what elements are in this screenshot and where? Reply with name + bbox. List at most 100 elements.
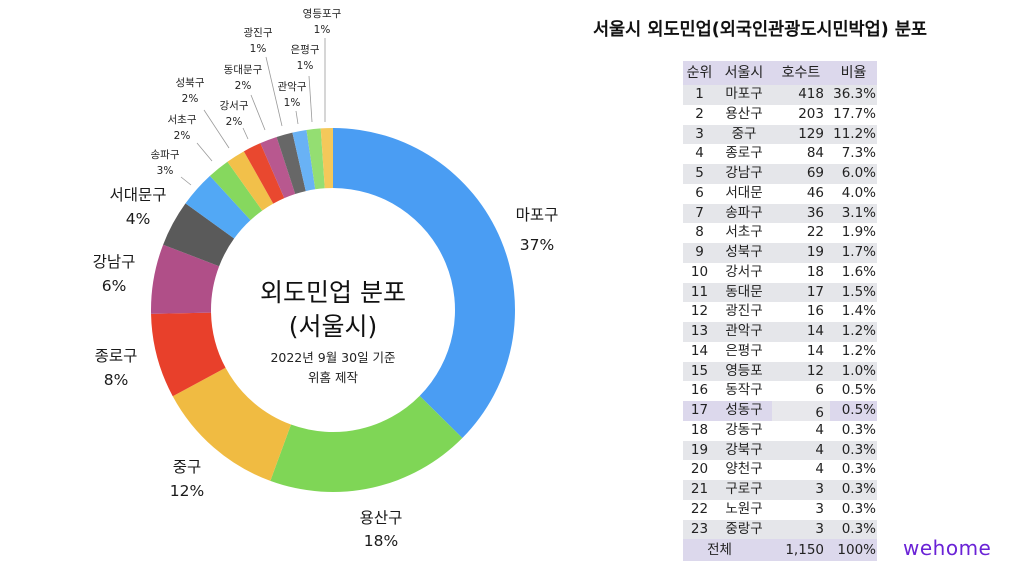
label-yeongdeungpo: 영등포구 1% — [287, 6, 357, 38]
cell-count: 16 — [806, 303, 824, 320]
label-name: 마포구 — [515, 206, 559, 224]
cell-district: 서초구 — [725, 224, 763, 241]
leader-line-songpa — [180, 176, 192, 186]
total-ratio: 100% — [837, 542, 876, 559]
label-seocho: 서초구 2% — [147, 112, 217, 144]
cell-count: 3 — [815, 520, 824, 537]
table-row: 11 동대문 17 1.5% — [683, 282, 877, 303]
label-pct: 1% — [249, 43, 267, 55]
leader-line-eunpyeong — [308, 75, 313, 123]
donut-center-text: 외도민업 분포 (서울시) 2022년 9월 30일 기준 위홈 제작 — [213, 276, 453, 388]
cell-count: 14 — [806, 342, 824, 359]
cell-ratio: 36.3% — [833, 86, 876, 102]
donut-slice — [209, 161, 263, 221]
cell-count: 129 — [798, 125, 824, 142]
cell-count: 18 — [806, 263, 824, 280]
label-pct: 18% — [363, 532, 399, 550]
cell-rank: 18 — [690, 421, 709, 438]
cell-ratio: 17.7% — [833, 105, 876, 122]
table-body: 1 마포구 418 36.3% 2 용산구 203 17.7% 3 중구 129… — [683, 85, 877, 540]
cell-ratio: 1.7% — [841, 244, 876, 260]
cell-ratio: 4.0% — [841, 184, 876, 201]
label-gangseo: 강서구 2% — [199, 98, 269, 130]
cell-ratio: 0.3% — [841, 461, 876, 478]
cell-district: 동대문 — [725, 283, 763, 300]
cell-district: 종로구 — [725, 145, 763, 162]
label-pct: 37% — [519, 236, 555, 254]
label-pct: 12% — [169, 482, 205, 500]
cell-rank: 8 — [695, 224, 704, 241]
cell-ratio: 0.3% — [841, 520, 876, 537]
label-name: 은평구 — [290, 44, 320, 56]
cell-ratio: 1.5% — [841, 283, 876, 300]
cell-district: 강동구 — [725, 421, 763, 438]
cell-ratio: 0.5% — [841, 382, 876, 399]
leader-line-seocho — [196, 142, 213, 162]
cell-ratio: 3.1% — [841, 204, 876, 221]
donut-slice — [151, 244, 220, 314]
table-row: 12 광진구 16 1.4% — [683, 302, 877, 322]
donut-slice — [172, 367, 291, 481]
cell-rank: 5 — [695, 165, 704, 181]
label-jongno: 종로구 8% — [66, 344, 166, 392]
label-gangnam: 강남구 6% — [64, 250, 164, 298]
table-row: 14 은평구 14 1.2% — [683, 342, 877, 362]
label-pct: 3% — [156, 165, 174, 177]
table-row: 19 강북구 4 0.3% — [683, 440, 877, 461]
center-maker: 위홈 제작 — [308, 370, 358, 385]
cell-rank: 4 — [695, 145, 704, 162]
label-name: 송파구 — [150, 149, 180, 161]
cell-count: 17 — [806, 283, 824, 300]
table-total-row: 전체 1,150 100% — [683, 539, 877, 562]
table-row: 8 서초구 22 1.9% — [683, 223, 877, 243]
cell-district: 강남구 — [725, 165, 763, 181]
cell-rank: 1 — [695, 86, 704, 102]
cell-district: 영등포 — [725, 362, 763, 379]
donut-slice — [306, 128, 325, 190]
cell-ratio: 1.2% — [841, 342, 876, 359]
cell-count: 69 — [806, 165, 824, 181]
cell-ratio: 0.3% — [841, 421, 876, 438]
cell-rank: 17 — [690, 402, 709, 418]
cell-rank: 10 — [690, 263, 709, 280]
cell-district: 송파구 — [725, 204, 763, 221]
cell-rank: 12 — [690, 303, 709, 320]
total-label: 전체 — [707, 542, 732, 559]
table-row: 10 강서구 18 1.6% — [683, 263, 877, 283]
label-pct: 6% — [101, 277, 127, 295]
cell-district: 서대문 — [725, 184, 763, 201]
cell-district: 성동구 — [725, 402, 763, 418]
table-row: 17 성동구 6 0.5% — [683, 401, 877, 421]
header-rank: 순위 — [686, 65, 713, 81]
label-name: 광진구 — [243, 27, 273, 39]
label-eunpyeong: 은평구 1% — [270, 42, 340, 74]
total-count: 1,150 — [785, 542, 824, 559]
cell-count: 418 — [798, 86, 824, 102]
table-row: 23 중랑구 3 0.3% — [683, 519, 877, 540]
cell-district: 중랑구 — [725, 520, 763, 537]
cell-district: 동작구 — [725, 382, 763, 399]
label-name: 강남구 — [92, 253, 136, 271]
cell-rank: 9 — [695, 244, 704, 260]
label-name: 동대문구 — [223, 64, 263, 76]
label-pct: 4% — [125, 210, 151, 228]
table-row: 16 동작구 6 0.5% — [683, 381, 877, 401]
donut-slice — [260, 136, 296, 199]
cell-count: 3 — [815, 500, 824, 517]
donut-slice — [320, 128, 333, 189]
table-row: 15 영등포 12 1.0% — [683, 361, 877, 382]
leader-lines — [180, 38, 326, 186]
cell-rank: 20 — [690, 461, 709, 478]
leader-line-seongbuk — [203, 109, 230, 149]
table-row: 21 구로구 3 0.3% — [683, 480, 877, 500]
center-title-line1: 외도민업 분포 — [260, 278, 406, 307]
label-gwangjin: 광진구 1% — [223, 25, 293, 57]
label-pct: 1% — [283, 97, 301, 109]
cell-count: 6 — [815, 382, 824, 399]
cell-district: 구로구 — [725, 481, 763, 497]
cell-count: 203 — [798, 105, 824, 122]
cell-count: 19 — [806, 244, 824, 260]
center-date: 2022년 9월 30일 기준 — [270, 350, 396, 365]
header-ratio: 비율 — [840, 65, 867, 81]
cell-rank: 3 — [695, 125, 704, 142]
